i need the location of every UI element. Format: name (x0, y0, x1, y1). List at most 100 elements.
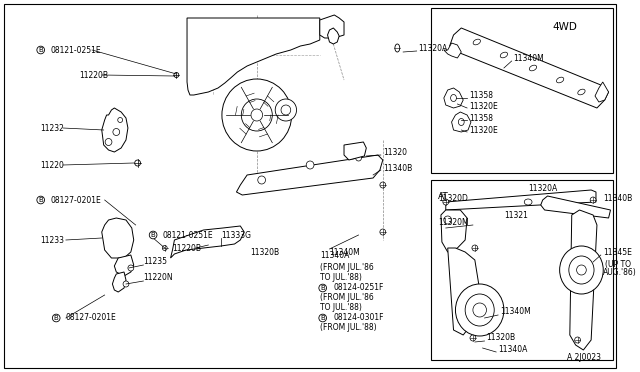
Ellipse shape (356, 155, 362, 161)
Ellipse shape (500, 52, 508, 58)
Polygon shape (113, 272, 126, 292)
Text: 11340B: 11340B (383, 164, 412, 173)
Text: 11320A: 11320A (419, 44, 448, 52)
Text: (FROM JUL.'86: (FROM JUL.'86 (320, 263, 374, 273)
Text: 11232: 11232 (41, 124, 65, 132)
Text: 08127-0201E: 08127-0201E (51, 196, 101, 205)
Ellipse shape (395, 44, 400, 52)
Ellipse shape (113, 128, 120, 135)
Text: B: B (54, 315, 59, 321)
Polygon shape (570, 210, 597, 350)
Text: B: B (151, 232, 156, 238)
Text: 11320B: 11320B (250, 247, 279, 257)
Text: TO JUL.'88): TO JUL.'88) (320, 304, 362, 312)
Text: (FROM JUL.'88): (FROM JUL.'88) (320, 324, 376, 333)
Ellipse shape (575, 337, 580, 343)
Ellipse shape (559, 246, 604, 294)
Polygon shape (102, 108, 128, 152)
Text: 11333G: 11333G (221, 231, 251, 240)
Text: (FROM JUL.'86: (FROM JUL.'86 (320, 294, 374, 302)
Ellipse shape (123, 281, 129, 287)
Bar (431, 180, 613, 360)
Polygon shape (236, 155, 383, 195)
Text: 08121-0251E: 08121-0251E (51, 45, 101, 55)
Ellipse shape (569, 256, 594, 284)
Polygon shape (170, 226, 244, 258)
Text: 11320M: 11320M (438, 218, 468, 227)
Text: 11340M: 11340M (330, 247, 360, 257)
Polygon shape (441, 210, 467, 252)
Text: 4WD: 4WD (553, 22, 577, 32)
Polygon shape (448, 248, 480, 335)
Polygon shape (541, 196, 611, 218)
Ellipse shape (472, 245, 477, 251)
Polygon shape (444, 43, 461, 58)
Text: 11340M: 11340M (500, 308, 531, 317)
Text: 11358: 11358 (469, 113, 493, 122)
Polygon shape (328, 28, 339, 44)
Text: B: B (38, 47, 43, 53)
Text: (UP TO: (UP TO (605, 260, 630, 269)
Polygon shape (595, 82, 609, 102)
Ellipse shape (251, 109, 262, 121)
Ellipse shape (578, 89, 585, 95)
Ellipse shape (275, 99, 296, 121)
Text: 11358: 11358 (469, 90, 493, 99)
Ellipse shape (443, 199, 449, 205)
Text: 08127-0201E: 08127-0201E (66, 314, 116, 323)
Ellipse shape (118, 118, 123, 122)
Ellipse shape (281, 105, 291, 115)
Ellipse shape (128, 265, 134, 271)
Ellipse shape (473, 303, 486, 317)
Text: B: B (321, 315, 325, 321)
Ellipse shape (524, 199, 532, 205)
Text: 11345E: 11345E (603, 247, 632, 257)
Ellipse shape (577, 265, 586, 275)
Text: AUG.'86): AUG.'86) (603, 269, 637, 278)
Text: 11320D: 11320D (438, 193, 468, 202)
Text: B: B (321, 285, 325, 291)
Text: AT: AT (438, 192, 449, 201)
Ellipse shape (465, 294, 494, 326)
Ellipse shape (163, 246, 167, 250)
Text: 11220B: 11220B (79, 71, 108, 80)
Text: 08121-0251E: 08121-0251E (163, 231, 213, 240)
Polygon shape (446, 190, 596, 210)
Polygon shape (444, 88, 463, 108)
Ellipse shape (458, 119, 464, 125)
Text: 11320E: 11320E (469, 102, 498, 110)
Text: 11220: 11220 (41, 160, 65, 170)
Ellipse shape (258, 176, 266, 184)
Text: 11320E: 11320E (469, 125, 498, 135)
Ellipse shape (380, 229, 386, 235)
Ellipse shape (444, 216, 452, 224)
Text: 08124-0301F: 08124-0301F (333, 314, 384, 323)
Text: 11340A: 11340A (498, 346, 527, 355)
Text: 11320B: 11320B (486, 334, 516, 343)
Ellipse shape (451, 94, 456, 102)
Polygon shape (102, 218, 134, 258)
Text: 11321: 11321 (504, 211, 528, 219)
Polygon shape (187, 18, 320, 95)
Ellipse shape (241, 99, 272, 131)
Ellipse shape (456, 284, 504, 336)
Ellipse shape (105, 138, 112, 145)
Text: B: B (38, 197, 43, 203)
Ellipse shape (470, 335, 476, 341)
Polygon shape (115, 255, 134, 276)
Text: TO JUL.'88): TO JUL.'88) (320, 273, 362, 282)
Ellipse shape (590, 197, 596, 203)
Ellipse shape (380, 182, 386, 188)
Text: 11220N: 11220N (143, 273, 173, 282)
Ellipse shape (306, 161, 314, 169)
Ellipse shape (556, 77, 564, 83)
Ellipse shape (473, 39, 481, 45)
Text: 11320A: 11320A (528, 183, 557, 192)
Polygon shape (452, 112, 471, 132)
Text: 11340M: 11340M (514, 54, 545, 62)
Text: 11320: 11320 (383, 148, 407, 157)
Ellipse shape (134, 160, 141, 166)
Polygon shape (344, 142, 366, 160)
Text: 11340B: 11340B (603, 193, 632, 202)
Text: 11340A: 11340A (320, 251, 349, 260)
